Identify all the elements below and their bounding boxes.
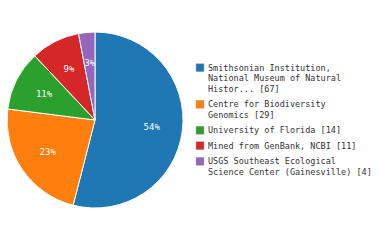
legend-label-line: Genomics [29] bbox=[208, 110, 275, 120]
chart: 54% 23% 11% 9% 3% Smithsonian Institution,Nat… bbox=[0, 0, 380, 240]
legend-label-line: Science Center (Gainesville) [4] bbox=[208, 167, 372, 177]
legend-label: Mined from GenBank, NCBI [11] bbox=[208, 141, 356, 151]
legend-label-line: Smithsonian Institution, bbox=[208, 63, 331, 73]
legend-label-line: Histor... [67] bbox=[208, 84, 280, 94]
legend-label: University of Florida [14] bbox=[208, 125, 341, 135]
legend-item: Mined from GenBank, NCBI [11] bbox=[196, 141, 356, 151]
legend-label-line: Mined from GenBank, NCBI [11] bbox=[208, 141, 356, 151]
legend-label-line: USGS Southeast Ecological bbox=[208, 156, 336, 166]
legend-swatch bbox=[196, 126, 204, 134]
legend-item: Smithsonian Institution,National Museum … bbox=[196, 63, 341, 94]
legend-swatch bbox=[196, 142, 204, 150]
legend-item: University of Florida [14] bbox=[196, 125, 341, 135]
legend: Smithsonian Institution,National Museum … bbox=[196, 63, 372, 177]
data-label: 23% bbox=[40, 147, 57, 157]
legend-label: USGS Southeast EcologicalScience Center … bbox=[208, 156, 372, 177]
pie-slice bbox=[7, 109, 95, 205]
data-labels: 54% 23% 11% 9% 3% bbox=[36, 58, 161, 157]
data-label: 11% bbox=[36, 89, 53, 99]
legend-item: USGS Southeast EcologicalScience Center … bbox=[196, 156, 372, 177]
legend-label: Centre for BiodiversityGenomics [29] bbox=[208, 99, 326, 120]
pie bbox=[7, 32, 183, 208]
legend-item: Centre for BiodiversityGenomics [29] bbox=[196, 99, 326, 120]
data-label: 3% bbox=[84, 58, 95, 68]
legend-swatch bbox=[196, 100, 204, 108]
data-label: 54% bbox=[144, 122, 161, 132]
pie-slice bbox=[79, 32, 95, 120]
legend-swatch bbox=[196, 64, 204, 72]
legend-label: Smithsonian Institution,National Museum … bbox=[208, 63, 341, 94]
legend-label-line: University of Florida [14] bbox=[208, 125, 341, 135]
legend-label-line: Centre for Biodiversity bbox=[208, 99, 326, 109]
legend-label-line: National Museum of Natural bbox=[208, 73, 341, 83]
data-label: 9% bbox=[64, 64, 75, 74]
legend-swatch bbox=[196, 157, 204, 165]
